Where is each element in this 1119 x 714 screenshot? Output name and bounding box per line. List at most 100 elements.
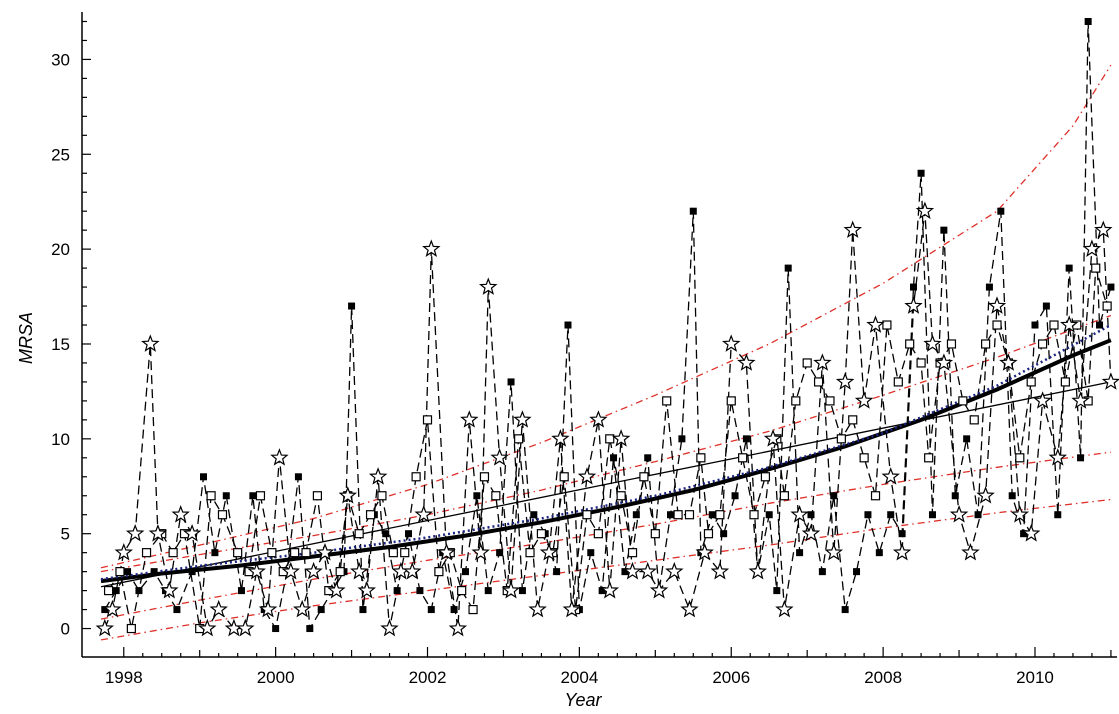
open-star-marker	[976, 486, 995, 504]
linear-line	[100, 381, 1112, 588]
open-star-marker	[247, 561, 266, 580]
filled-square-marker	[666, 511, 674, 519]
open-square-marker	[825, 396, 835, 406]
open-square-marker	[468, 604, 478, 615]
open-square-marker	[582, 510, 592, 520]
open-square-marker	[726, 396, 736, 406]
open-star-marker	[380, 618, 399, 637]
upper-inner-line	[100, 314, 1112, 573]
open-star-marker	[403, 561, 422, 580]
filled-square-marker	[348, 302, 356, 310]
open-star-marker	[923, 334, 942, 352]
filled-square-marker	[211, 549, 219, 557]
open-star-marker	[1060, 315, 1079, 333]
open-star-marker	[577, 467, 597, 485]
filled-square-marker	[1042, 302, 1050, 310]
filled-square-marker	[306, 625, 314, 633]
filled-square-marker	[518, 587, 526, 595]
open-square-marker	[802, 358, 812, 368]
open-square-marker	[696, 453, 706, 463]
filled-square-marker	[940, 226, 948, 234]
filled-square-marker	[644, 454, 652, 462]
open-square-marker	[126, 623, 136, 634]
filled-square-marker	[1031, 321, 1039, 329]
open-star-marker	[813, 353, 832, 371]
open-star-marker	[539, 543, 559, 561]
open-star-marker	[695, 543, 714, 561]
open-square-marker	[791, 396, 801, 406]
open-square-marker	[377, 491, 387, 501]
open-star-marker	[270, 448, 289, 466]
filled-square-marker	[708, 511, 716, 519]
open-star-marker	[710, 561, 730, 580]
open-square-marker	[836, 434, 846, 444]
y-tick-label: 20	[51, 240, 70, 259]
open-star-marker	[801, 524, 821, 542]
open-star-marker	[304, 561, 323, 580]
filled-square-marker	[188, 568, 196, 576]
open-square-marker	[312, 491, 322, 501]
open-star-marker	[460, 410, 479, 428]
open-square-marker	[650, 529, 660, 539]
open-square-marker	[992, 320, 1002, 330]
open-star-marker	[866, 315, 885, 333]
filled-square-marker	[773, 587, 781, 595]
open-star-marker	[1010, 505, 1030, 523]
filled-square-marker	[720, 530, 728, 538]
filled-square-marker	[997, 207, 1005, 215]
open-star-marker	[1071, 391, 1090, 409]
open-star-marker	[934, 353, 954, 371]
open-square-marker	[217, 510, 228, 520]
open-star-marker	[551, 429, 570, 447]
open-star-marker	[182, 524, 202, 542]
filled-square-marker	[1084, 17, 1092, 25]
y-axis-title: MRSA	[16, 312, 36, 364]
y-tick-label: 30	[51, 50, 70, 69]
open-square-marker	[627, 548, 638, 558]
filled-square-marker	[841, 606, 849, 614]
open-star-marker	[1021, 524, 1041, 542]
open-star-marker	[1082, 239, 1102, 257]
open-star-marker	[141, 334, 160, 352]
x-tick-label: 2002	[409, 668, 447, 687]
filled-square-marker	[587, 549, 595, 557]
filled-square-marker	[530, 511, 538, 519]
open-star-marker	[915, 201, 935, 220]
open-star-marker	[315, 543, 335, 561]
filled-square-marker	[830, 492, 838, 500]
open-square-marker	[411, 472, 421, 482]
open-square-marker	[605, 434, 615, 444]
open-square-marker	[946, 339, 957, 349]
open-square-marker	[141, 548, 152, 558]
filled-square-marker	[909, 283, 917, 291]
open-square-marker	[290, 548, 300, 558]
y-tick-label: 5	[61, 525, 70, 544]
x-tick-label: 2006	[712, 668, 750, 687]
filled-square-marker	[632, 511, 640, 519]
dotted-fit-line	[100, 323, 1112, 581]
filled-square-marker	[484, 587, 492, 595]
open-star-marker	[721, 334, 741, 352]
open-square-marker	[760, 472, 771, 482]
open-star-marker	[528, 599, 547, 618]
filled-square-marker	[461, 568, 469, 576]
open-star-marker	[448, 618, 468, 637]
open-star-marker	[1094, 220, 1113, 238]
observed-series-lines	[104, 21, 1112, 631]
filled-square-marker	[689, 207, 697, 215]
open-star-marker	[790, 505, 809, 523]
filled-square-marker	[393, 587, 401, 595]
open-star-marker	[1033, 391, 1052, 409]
open-star-marker	[414, 505, 433, 523]
filled-square-series-line	[104, 21, 1112, 631]
open-square-marker	[703, 529, 714, 539]
open-star-marker	[949, 505, 969, 523]
y-tick-label: 25	[51, 145, 70, 164]
filled-square-marker	[796, 549, 804, 557]
open-square-marker	[684, 510, 695, 520]
open-star-marker	[1048, 448, 1068, 466]
filled-square-marker	[272, 625, 280, 633]
filled-square-marker	[963, 435, 971, 443]
filled-square-marker	[985, 283, 993, 291]
